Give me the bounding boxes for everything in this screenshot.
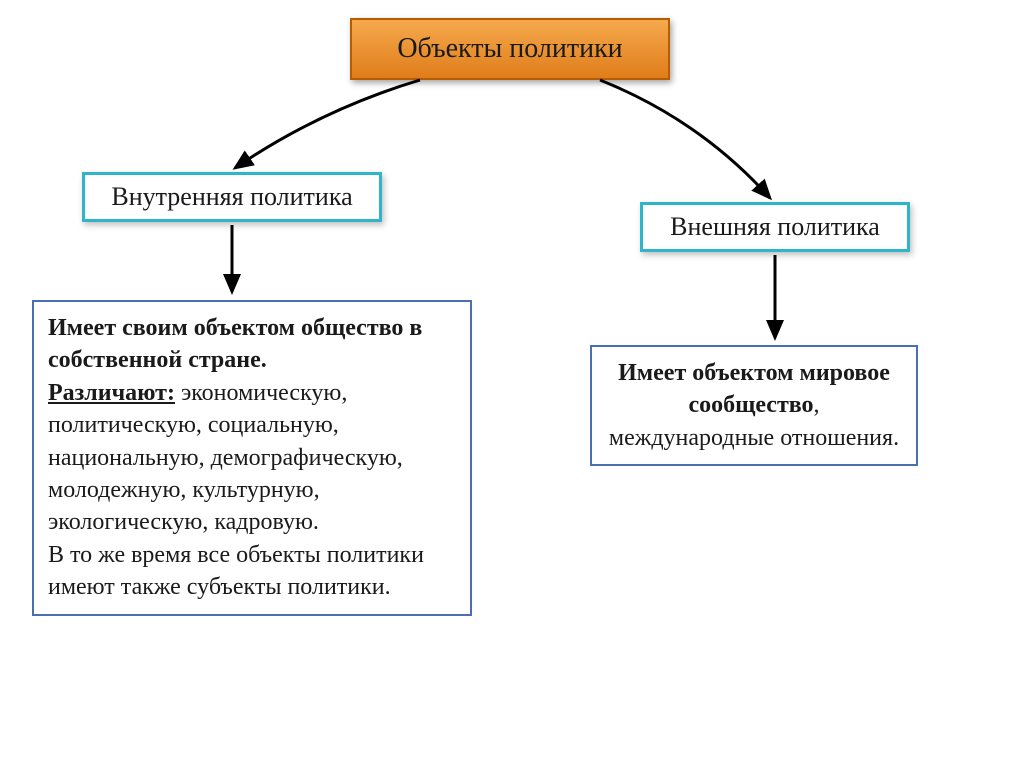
arrow-root-left bbox=[235, 80, 420, 168]
branch-right: Внешняя политика bbox=[640, 202, 910, 252]
description-left: Имеет своим объектом общество в собствен… bbox=[32, 300, 472, 616]
arrow-root-right bbox=[600, 80, 770, 198]
desc-left-bold1: Имеет своим объектом общество в собствен… bbox=[48, 315, 422, 373]
desc-right-bold: Имеет объектом мировое сообщество bbox=[618, 360, 890, 418]
desc-left-bold2: Различают: bbox=[48, 380, 175, 406]
root-label: Объекты политики bbox=[397, 33, 622, 65]
branch-left: Внутренняя политика bbox=[82, 172, 382, 222]
desc-left-tail: В то же время все объекты политики имеют… bbox=[48, 542, 424, 600]
root-box: Объекты политики bbox=[350, 18, 670, 80]
branch-left-label: Внутренняя политика bbox=[111, 182, 352, 212]
branch-right-label: Внешняя политика bbox=[670, 212, 880, 242]
description-right: Имеет объектом мировое сообщество, между… bbox=[590, 345, 918, 466]
